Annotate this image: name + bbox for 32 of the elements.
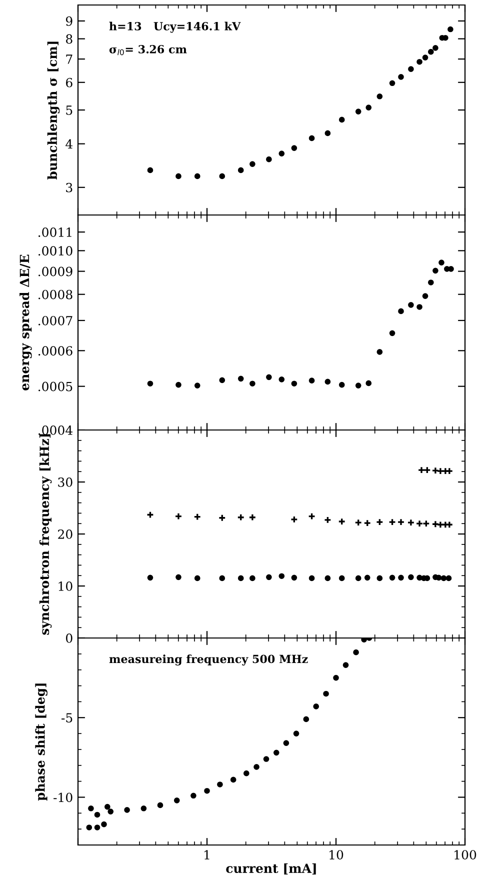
x-tick-label: 100 [454, 850, 476, 860]
y-axis-title: bunchlength σ [cm] [47, 42, 60, 180]
x-tick-label: 10 [330, 850, 344, 860]
y-tick-label: 8 [66, 34, 72, 44]
annotation: measureing frequency 500 MHz [109, 654, 308, 666]
y-tick-label: .0004 [38, 425, 73, 435]
y-axis-title: energy spread ΔE/E [20, 254, 32, 390]
y-tick-label: 6 [66, 78, 72, 88]
y-tick-label: 5 [66, 106, 72, 115]
y-tick-label: .0006 [38, 346, 72, 356]
y-tick-label: 3 [66, 182, 72, 192]
y-tick-label: .0010 [38, 246, 72, 256]
x-tick-label: 1 [204, 850, 210, 860]
x-axis-title: current [mA] [226, 863, 316, 874]
y-tick-label: .0009 [38, 266, 72, 276]
y-axis-title: synchrotron frequency [kHz] [39, 434, 52, 635]
y-tick-label: 0 [66, 633, 72, 643]
annotation: h=13 Ucy=146.1 kV [109, 22, 241, 33]
y-tick-label: 9 [66, 16, 72, 26]
y-tick-label: -10 [54, 792, 72, 802]
y-tick-label: .0008 [38, 290, 72, 300]
y-tick-label: -5 [62, 713, 72, 723]
y-tick-label: 10 [58, 581, 72, 591]
y-tick-label: .0007 [38, 316, 72, 326]
y-tick-label: 7 [66, 54, 72, 64]
y-tick-label: 20 [58, 529, 72, 539]
y-axis-title: phase shift [deg] [35, 684, 48, 801]
y-tick-label: 4 [66, 139, 73, 149]
y-tick-label: .0005 [38, 382, 72, 392]
y-tick-label: .0011 [38, 228, 72, 237]
y-tick-label: 30 [58, 477, 72, 487]
annotation: σ$_{l0}$= 3.26 cm [109, 45, 187, 56]
